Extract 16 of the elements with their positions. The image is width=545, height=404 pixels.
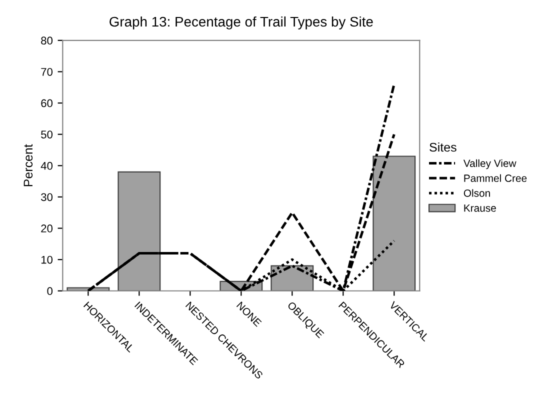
y-tick-label: 50 xyxy=(41,130,53,138)
legend-label: Valley View xyxy=(463,159,516,170)
y-tick-label: 70 xyxy=(41,68,53,76)
legend-title: Sites xyxy=(430,142,456,152)
y-tick-label: 40 xyxy=(40,162,53,170)
y-tick-label: 10 xyxy=(41,256,53,264)
y-tick-label: 60 xyxy=(41,99,53,108)
legend-label: Pammel Cree xyxy=(464,174,527,182)
y-tick-label: 80 xyxy=(41,36,53,45)
y-tick-label: 0 xyxy=(47,287,53,296)
legend-label: Krause xyxy=(464,204,496,212)
y-axis-title: Percent xyxy=(24,144,33,186)
y-tick-label: 20 xyxy=(41,224,53,232)
y-tick-label: 30 xyxy=(41,193,53,202)
legend-label: Olson xyxy=(464,189,490,197)
chart-title: Graph 13: Pecentage of Trail Types by Site xyxy=(110,16,373,30)
